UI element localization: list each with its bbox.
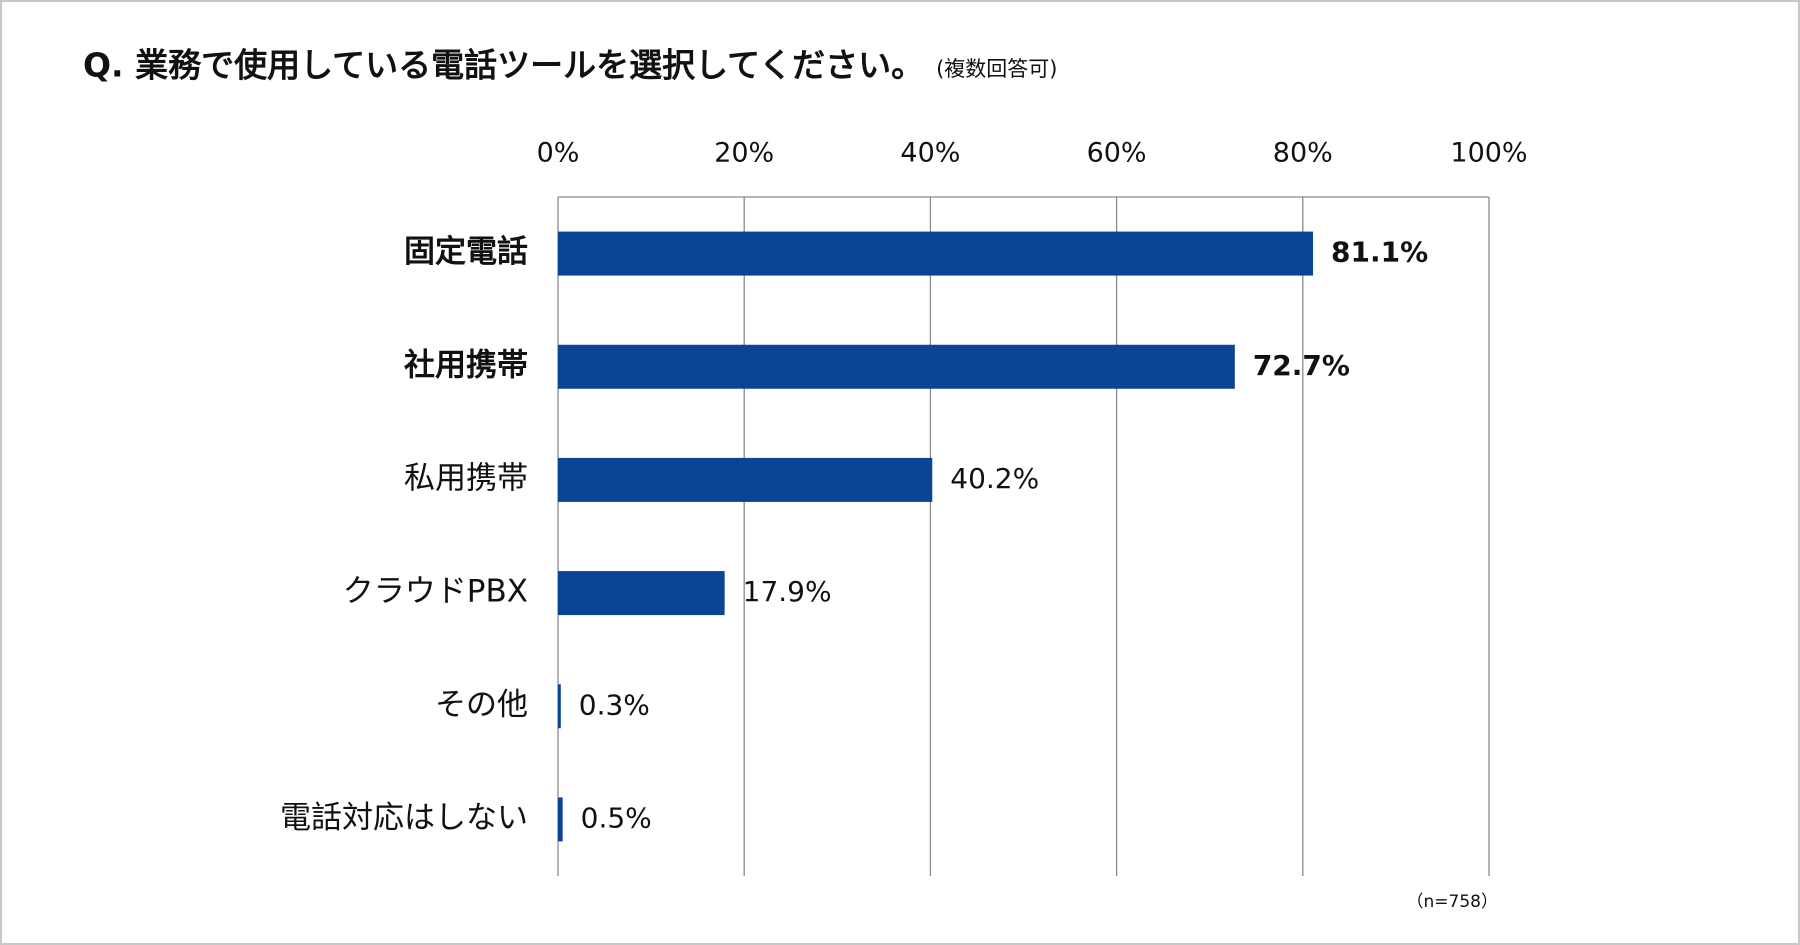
x-tick-label: 40%	[900, 138, 960, 169]
value-label: 81.1%	[1331, 236, 1428, 269]
y-tick-label: クラウドPBX	[343, 574, 528, 610]
value-label: 72.7%	[1253, 349, 1350, 382]
chart-subtitle: (複数回答可)	[936, 57, 1057, 81]
x-tick-label: 0%	[537, 138, 580, 169]
y-tick-label: その他	[435, 687, 528, 723]
chart-title: Q. 業務で使用している電話ツールを選択してください。	[83, 46, 924, 85]
sample-note: （n=758）	[1407, 892, 1498, 912]
y-tick-label: 固定電話	[404, 234, 528, 270]
value-label: 0.3%	[579, 688, 650, 721]
x-tick-label: 100%	[1450, 138, 1527, 169]
y-tick-label: 電話対応はしない	[280, 800, 528, 836]
bar	[558, 684, 561, 729]
value-label: 17.9%	[743, 575, 832, 608]
x-tick-label: 60%	[1087, 138, 1147, 169]
bar	[558, 344, 1235, 389]
y-tick-label: 私用携帯	[404, 460, 528, 496]
x-tick-label: 20%	[714, 138, 774, 169]
y-tick-label: 社用携帯	[404, 347, 528, 383]
value-label: 0.5%	[581, 801, 652, 834]
bar	[558, 231, 1314, 276]
bar	[558, 797, 563, 842]
bar	[558, 571, 725, 616]
value-label: 40.2%	[950, 462, 1039, 495]
x-tick-label: 80%	[1273, 138, 1333, 169]
bar	[558, 457, 933, 502]
